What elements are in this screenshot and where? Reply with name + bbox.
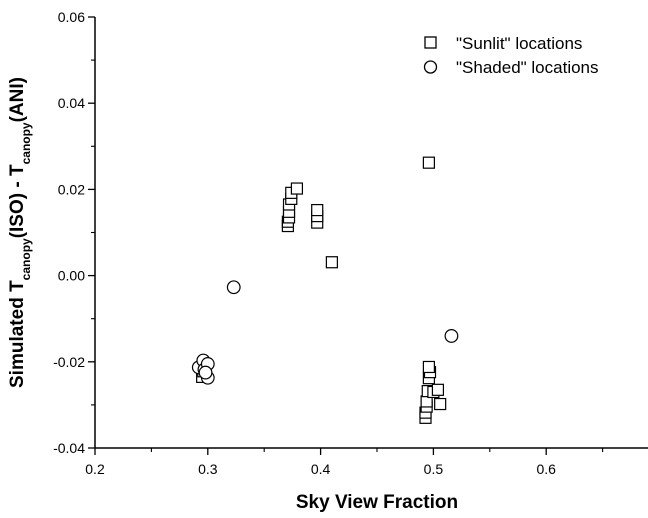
sunlit-point	[431, 383, 445, 396]
shaded-point	[226, 280, 241, 295]
x-axis-title: Sky View Fraction	[296, 492, 458, 513]
y-title-part: (ISO) - T	[7, 164, 28, 238]
y-title-subscript: canopy	[19, 238, 33, 280]
legend-label-sunlit: "Sunlit" locations	[456, 34, 582, 53]
x-tick-label: 0.2	[85, 461, 105, 477]
y-tick-label: 0.02	[58, 181, 85, 197]
y-title-part: (ANI)	[7, 77, 28, 122]
x-tick-label: 0.3	[198, 461, 218, 477]
x-tick-label: 0.6	[536, 461, 556, 477]
sunlit-point	[325, 256, 338, 269]
y-tick-label: -0.04	[53, 440, 85, 456]
sunlit-point	[290, 182, 304, 195]
legend: "Sunlit" locations "Shaded" locations	[423, 34, 599, 77]
sunlit-point	[422, 156, 435, 169]
y-tick-label: 0.04	[58, 95, 85, 111]
y-tick-label: 0.06	[58, 9, 85, 25]
axes	[94, 17, 648, 449]
x-tick-label: 0.4	[311, 461, 331, 477]
y-tick-label: 0.00	[58, 268, 85, 284]
x-tick-label: 0.5	[424, 461, 444, 477]
y-axis-ticks: -0.04 -0.02 0.00 0.02 0.04 0.06	[53, 9, 95, 456]
y-title-subscript: canopy	[19, 122, 33, 164]
shaded-point	[198, 365, 213, 380]
data-points	[191, 156, 459, 424]
sunlit-point	[422, 360, 435, 374]
sunlit-point	[434, 397, 447, 411]
shaded-point	[444, 329, 459, 343]
y-axis-title: Simulated Tcanopy(ISO) - Tcanopy(ANI)	[7, 77, 33, 388]
legend-square-marker	[424, 36, 437, 49]
y-tick-label: -0.02	[53, 354, 85, 370]
legend-circle-marker	[423, 60, 438, 74]
y-title-part: Simulated T	[7, 280, 28, 388]
sunlit-point	[311, 203, 324, 217]
x-axis-ticks: 0.20.30.40.50.60.7	[85, 448, 604, 477]
legend-label-shaded: "Shaded" locations	[456, 58, 599, 77]
